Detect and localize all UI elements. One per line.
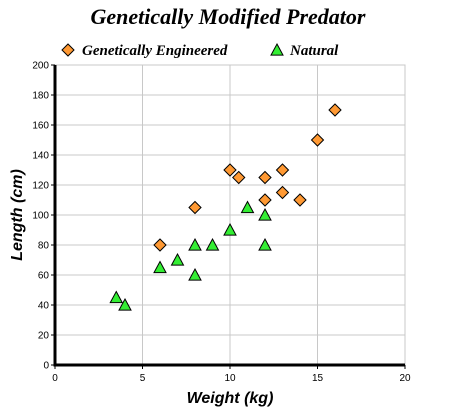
data-point (188, 200, 202, 215)
data-point (188, 267, 202, 281)
series-natural (109, 200, 272, 311)
y-tick-label: 60 (38, 271, 50, 282)
series-genetically-engineered (153, 103, 342, 252)
data-point (153, 238, 167, 252)
x-tick-label: 5 (140, 373, 146, 384)
data-point (153, 260, 167, 274)
data-point (275, 163, 290, 177)
y-tick-label: 100 (32, 211, 49, 222)
data-point (118, 297, 132, 311)
x-tick-label: 20 (399, 373, 411, 384)
data-point (258, 193, 272, 207)
y-tick-label: 140 (32, 151, 49, 162)
data-point (275, 185, 290, 200)
data-point (109, 290, 124, 304)
y-tick-label: 120 (32, 181, 49, 192)
y-tick-label: 160 (32, 121, 49, 132)
data-point (258, 170, 272, 185)
y-tick-label: 180 (32, 91, 49, 102)
y-tick-label: 20 (38, 331, 50, 342)
y-tick-label: 200 (32, 61, 49, 72)
data-point (240, 200, 255, 214)
legend-label-genetically-engineered: Genetically Engineered (82, 43, 228, 59)
y-tick-label: 80 (38, 241, 50, 252)
legend-marker-diamond (61, 43, 75, 57)
data-point (328, 103, 342, 117)
x-tick-label: 15 (312, 373, 324, 384)
data-point (170, 252, 185, 266)
legend-label-natural: Natural (289, 43, 339, 59)
data-point (232, 170, 246, 185)
data-point (258, 207, 272, 221)
y-tick-label: 40 (38, 301, 50, 312)
data-point (205, 237, 220, 251)
legend-marker-triangle (270, 42, 284, 56)
legend-item-natural (270, 42, 284, 56)
data-point (223, 222, 237, 236)
data-point (188, 237, 202, 251)
legend: Genetically Engineered Natural (61, 42, 339, 59)
plot-area: 0 20 40 60 80 100 120 140 160 180 200 0 5 10 15 20 (32, 61, 411, 385)
data-point (293, 193, 307, 207)
x-axis-label: Weight (kg) (187, 390, 274, 407)
legend-item-genetically-engineered (61, 43, 75, 57)
x-tick-label: 10 (224, 373, 236, 384)
y-axis-label: Length (cm) (9, 169, 26, 261)
data-point (223, 163, 237, 177)
data-point (258, 237, 272, 251)
chart-title: Genetically Modified Predator (91, 4, 366, 29)
data-point (310, 133, 325, 147)
y-tick-label: 0 (43, 361, 49, 372)
x-tick-label: 0 (52, 373, 58, 384)
